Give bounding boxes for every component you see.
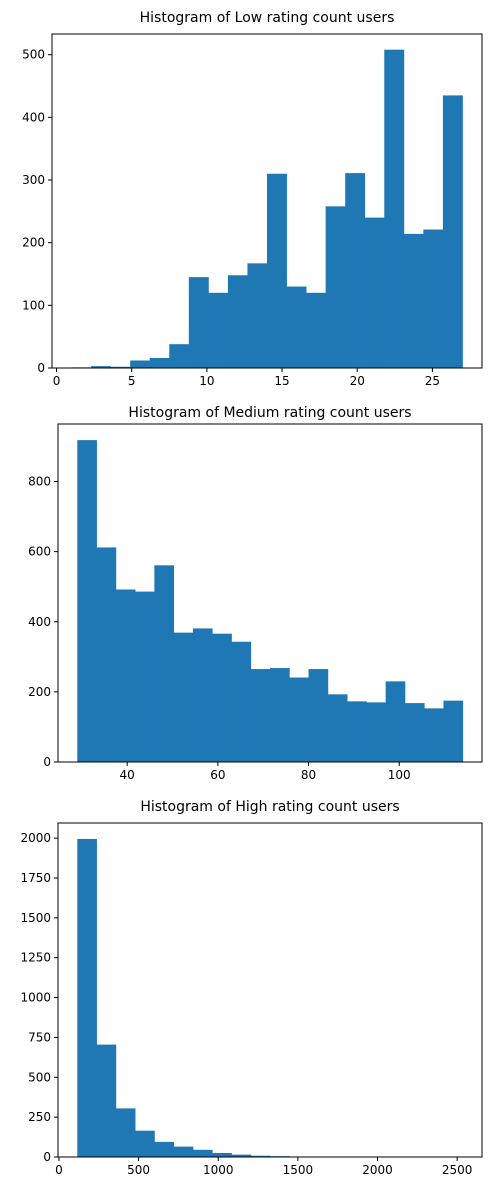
histogram-bar [270,668,290,762]
histogram-bar [192,1149,213,1157]
x-tick-label: 0 [53,374,61,388]
x-tick-label: 40 [120,768,135,782]
histogram-bar [404,703,425,762]
y-tick-label: 500 [28,1070,51,1084]
histogram-bar [130,360,151,368]
histogram-bar [347,701,367,762]
x-tick-label: 2000 [362,1163,393,1177]
chart-title-medium: Histogram of Medium rating count users [128,405,411,421]
y-tick-label: 500 [22,48,45,62]
histogram-bar [286,286,307,368]
y-tick-label: 0 [43,1150,51,1164]
histogram-bar [135,591,155,762]
histogram-bar [366,702,387,762]
y-tick-label: 200 [28,685,51,699]
axes-frame [51,33,483,369]
chart-panel-low: Histogram of Low rating count users 0 5 10 1… [22,10,483,388]
axes-frame [57,822,483,1158]
y-tick-label: 250 [28,1110,51,1124]
histogram-bar [250,1155,271,1157]
histogram-bar [154,1141,175,1157]
y-tick-label: 2000 [20,831,51,845]
y-tick-label: 0 [43,755,51,769]
histogram-bar [149,357,170,368]
y-tick-label: 1250 [20,951,51,965]
y-tick-label: 1750 [20,871,51,885]
histogram-bar [115,589,136,762]
y-tick-label: 800 [28,475,51,489]
histogram-bar [289,677,309,762]
y-tick-label: 400 [28,615,51,629]
histogram-bar [227,275,248,368]
axes-frame [57,423,483,763]
x-tick-label: 20 [350,374,365,388]
histogram-bar [327,694,348,762]
histogram-bar [192,628,213,762]
histogram-bar [96,1044,117,1157]
histogram-bar [115,1108,136,1157]
histogram-bar [384,49,405,368]
y-tick-label: 600 [28,545,51,559]
histogram-bar [345,173,366,368]
histogram-bar [385,681,406,762]
histogram-bar [325,206,346,368]
histogram-bar [96,547,117,762]
x-tick-label: 1000 [203,1163,234,1177]
chart-panel-medium: Histogram of Medium rating count users 40… [28,405,483,782]
histogram-bar [212,633,232,762]
histogram-bar [208,292,229,368]
x-tick-label: 0 [55,1163,63,1177]
x-tick-label: 15 [274,374,289,388]
x-tick-label: 500 [127,1163,150,1177]
histogram-bar [188,277,209,368]
histogram-bar [173,1146,194,1157]
x-tick-label: 5 [128,374,136,388]
histogram-bar [212,1153,232,1157]
histogram-bar [308,669,329,762]
x-tick-label: 80 [301,768,316,782]
x-tick-label: 100 [388,768,411,782]
histogram-bar [443,700,464,762]
histogram-bar [267,173,287,368]
histogram-bar [110,366,131,368]
histogram-bar [424,708,444,762]
histogram-bar [154,565,175,762]
x-tick-label: 25 [425,374,440,388]
histogram-bar [247,263,268,368]
chart-panel-high: Histogram of High rating count users 0 500… [20,799,483,1177]
histogram-bar [91,366,112,368]
y-tick-label: 200 [22,236,45,250]
histogram-bar [77,838,97,1157]
histogram-bar [231,641,252,762]
histogram-bar [306,292,327,368]
y-tick-label: 1000 [20,991,51,1005]
histogram-bar [231,1154,252,1157]
histogram-bar [173,632,194,762]
chart-title-high: Histogram of High rating count users [140,799,399,815]
y-tick-label: 100 [22,298,45,312]
x-tick-label: 2500 [442,1163,473,1177]
y-tick-label: 0 [37,361,45,375]
x-tick-label: 60 [210,768,225,782]
histogram-bar [135,1130,155,1157]
y-tick-label: 300 [22,173,45,187]
histogram-bar [169,344,190,368]
y-tick-label: 400 [22,110,45,124]
x-tick-label: 10 [199,374,214,388]
histogram-bar [250,669,271,762]
chart-title-low: Histogram of Low rating count users [140,10,395,26]
y-tick-label: 750 [28,1030,51,1044]
histogram-bar [364,217,385,368]
x-tick-label: 1500 [283,1163,314,1177]
histogram-bar [403,233,424,368]
histogram-bar [423,229,444,368]
y-tick-label: 1500 [20,911,51,925]
histogram-bar [442,95,463,368]
histogram-bar [77,440,97,762]
